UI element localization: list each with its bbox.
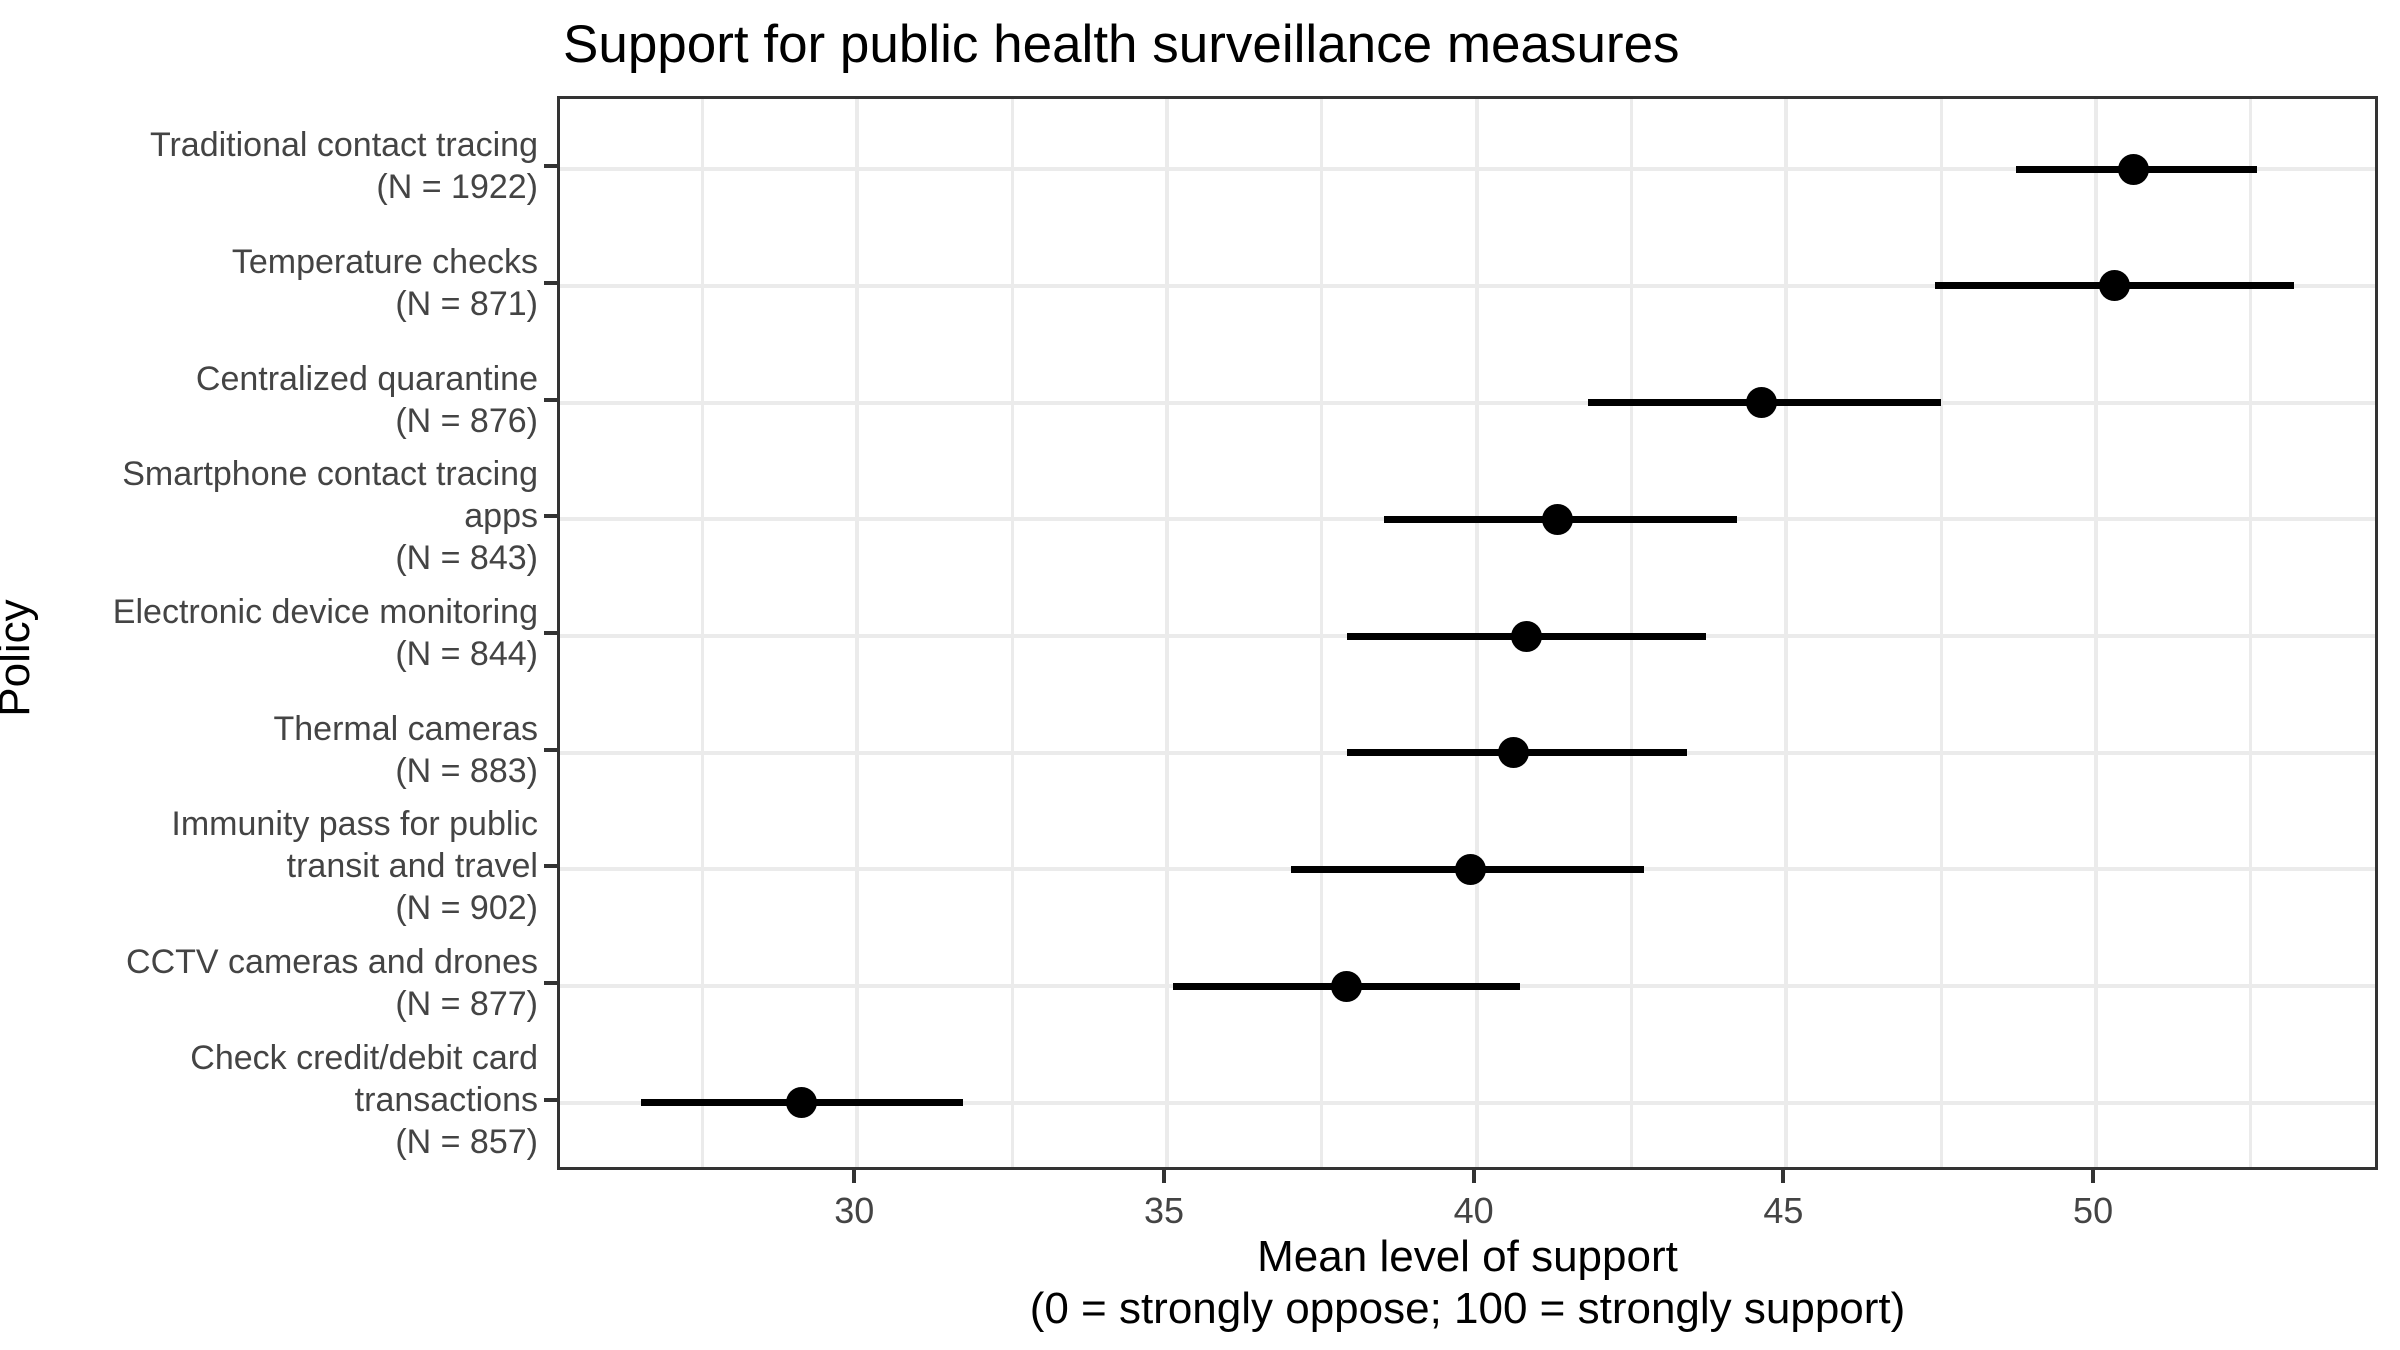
y-axis-tick: [544, 164, 557, 169]
data-point: [786, 1087, 818, 1119]
minor-gridline-x: [1939, 99, 1943, 1167]
y-axis-label-line: Temperature checks: [231, 242, 538, 281]
x-axis-tick: [1781, 1170, 1786, 1183]
x-axis-tick-label: 30: [834, 1190, 875, 1231]
major-gridline-y: [560, 1100, 2375, 1105]
y-axis-category-label: Check credit/debit card transactions (N = …: [190, 1037, 538, 1163]
y-axis-category-label: Traditional contact tracing (N = 1922): [150, 124, 538, 208]
x-axis-tick-label: 40: [1453, 1190, 1494, 1231]
y-axis-title: Policy: [0, 599, 39, 717]
minor-gridline-x: [2249, 99, 2253, 1167]
x-axis-tick: [1471, 1170, 1476, 1183]
data-point: [2117, 153, 2149, 185]
minor-gridline-x: [700, 99, 704, 1167]
major-gridline-x: [1784, 99, 1789, 1167]
y-axis-label-line: (N = 1922): [376, 168, 538, 207]
major-gridline-x: [1165, 99, 1169, 1167]
y-axis-label-line: transactions: [354, 1080, 538, 1119]
y-axis-label-line: (N = 902): [395, 889, 538, 928]
y-axis-category-label: Thermal cameras (N = 883): [273, 708, 538, 792]
y-axis-label-line: Electronic device monitoring: [112, 593, 538, 631]
y-axis-label-line: (N = 843): [395, 539, 538, 578]
y-axis-label-line: Traditional contact tracing: [149, 126, 538, 165]
y-axis-label-line: (N = 877): [395, 985, 538, 1024]
major-gridline-y: [560, 400, 2375, 405]
data-point: [1498, 737, 1530, 769]
y-axis-label-line: Check credit/debit card: [190, 1038, 538, 1077]
y-axis-label-line: Immunity pass for public: [171, 805, 538, 844]
y-axis-label-line: (N = 857): [395, 1122, 538, 1161]
major-gridline-y: [560, 283, 2375, 288]
x-axis-tick: [2091, 1170, 2096, 1183]
x-axis-title-line2: (0 = strongly oppose; 100 = strongly sup…: [1029, 1284, 1906, 1333]
data-point: [1455, 853, 1486, 885]
y-axis-tick: [544, 981, 557, 986]
y-axis-category-label: Temperature checks (N = 871): [232, 241, 538, 325]
minor-gridline-x: [1320, 99, 1324, 1167]
plot-panel: [557, 96, 2378, 1170]
x-axis-tick-label: 45: [1763, 1190, 1804, 1231]
y-axis-tick: [544, 397, 557, 402]
y-axis-tick: [544, 864, 557, 869]
y-axis-tick: [544, 1097, 557, 1102]
y-axis-tick: [544, 631, 557, 635]
major-gridline-x: [855, 99, 860, 1167]
y-axis-tick: [544, 514, 557, 519]
chart-title: Support for public health surveillance m…: [563, 15, 1680, 74]
y-axis-label-line: (N = 871): [395, 284, 538, 323]
data-point: [2099, 270, 2131, 302]
x-axis-tick-label: 35: [1143, 1190, 1185, 1231]
y-axis-category-label: Electronic device monitoring (N = 844): [113, 591, 538, 675]
x-axis-tick: [1162, 1170, 1166, 1183]
y-axis-tick: [544, 747, 557, 752]
y-axis-label-line: (N = 883): [395, 751, 538, 790]
y-axis-label-line: Centralized quarantine: [195, 359, 538, 398]
y-axis-label-line: CCTV cameras and drones: [126, 943, 538, 982]
data-point: [1331, 970, 1363, 1002]
y-axis-label-line: apps: [464, 497, 538, 536]
y-axis-category-label: CCTV cameras and drones (N = 877): [126, 941, 538, 1025]
y-axis-category-label: Immunity pass for public transit and trav…: [171, 803, 538, 929]
y-axis-label-line: (N = 876): [395, 401, 538, 440]
major-gridline-y: [560, 167, 2375, 172]
minor-gridline-x: [1010, 99, 1014, 1167]
y-axis-category-label: Smartphone contact tracing apps (N = 843): [122, 453, 538, 579]
x-axis-tick: [852, 1170, 857, 1183]
data-point: [1746, 387, 1778, 419]
y-axis-tick: [544, 280, 557, 285]
y-axis-label-line: transit and travel: [286, 847, 538, 886]
x-axis-tick-label: 50: [2073, 1190, 2114, 1231]
y-axis-label-line: Thermal cameras: [273, 709, 538, 748]
y-axis-label-line: Smartphone contact tracing: [122, 455, 538, 494]
y-axis-label-line: (N = 844): [395, 635, 538, 673]
x-axis-title-line1: Mean level of support: [1257, 1232, 1678, 1281]
data-point: [1510, 620, 1542, 652]
major-gridline-x: [2094, 99, 2099, 1167]
y-axis-category-label: Centralized quarantine (N = 876): [196, 358, 538, 442]
data-point: [1541, 503, 1573, 535]
